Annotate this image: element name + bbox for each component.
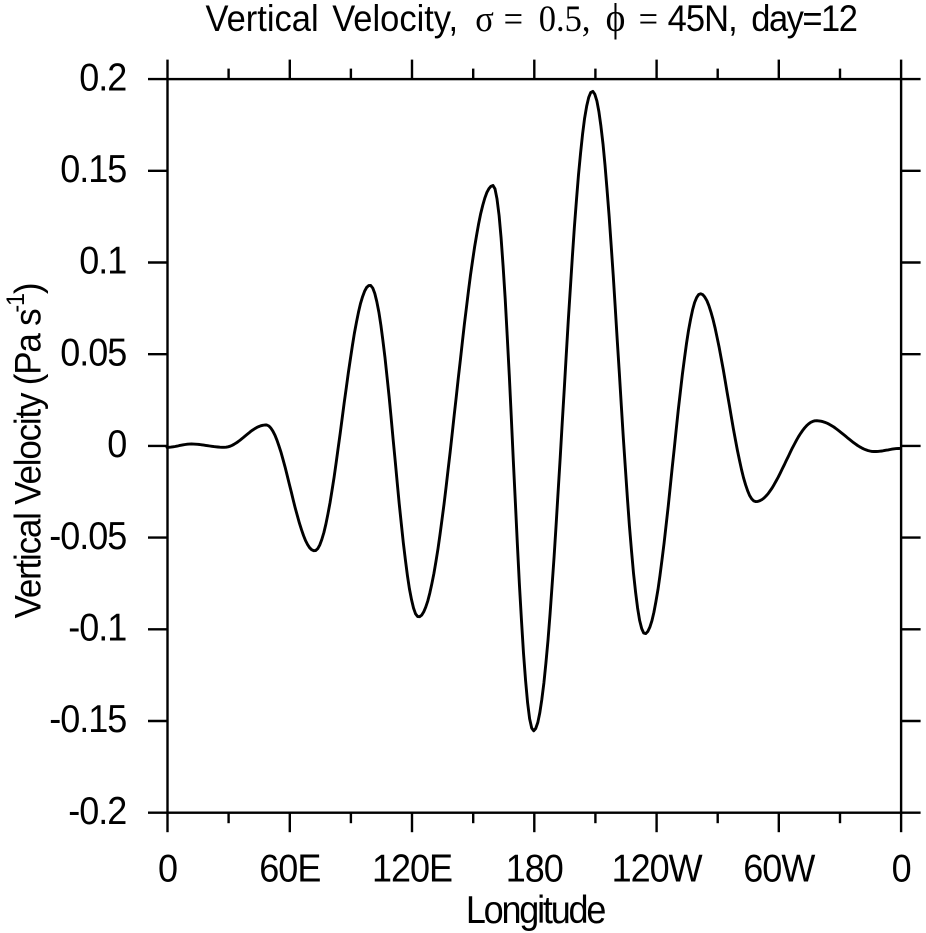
svg-text:Vertical Velocity,: Vertical Velocity, xyxy=(206,0,459,39)
svg-text:120W: 120W xyxy=(612,846,704,889)
svg-text:0: 0 xyxy=(107,422,126,465)
svg-text:Vertical Velocity (Pa s-1): Vertical Velocity (Pa s-1) xyxy=(2,284,49,619)
svg-text:180: 180 xyxy=(506,846,563,889)
svg-text:σ: σ xyxy=(475,0,494,39)
svg-text:60W: 60W xyxy=(743,846,816,889)
svg-text:ϕ: ϕ xyxy=(606,0,626,40)
svg-text:0: 0 xyxy=(892,846,911,889)
svg-text:0: 0 xyxy=(158,846,177,889)
svg-text:-0.15: -0.15 xyxy=(49,697,126,740)
svg-text:120E: 120E xyxy=(372,846,452,889)
svg-text:day=12: day=12 xyxy=(751,0,857,39)
svg-text:60E: 60E xyxy=(259,846,320,889)
svg-text:45N,: 45N, xyxy=(668,0,737,39)
svg-text:-0.05: -0.05 xyxy=(49,514,126,557)
svg-text:0.1: 0.1 xyxy=(79,239,126,282)
svg-text:=: = xyxy=(504,0,523,39)
svg-text:-0.2: -0.2 xyxy=(68,789,126,832)
svg-text:0.2: 0.2 xyxy=(79,55,126,98)
svg-text:=: = xyxy=(639,0,658,39)
svg-text:0.05: 0.05 xyxy=(60,330,126,373)
svg-text:0.5,: 0.5, xyxy=(539,0,591,39)
svg-text:0.15: 0.15 xyxy=(60,147,126,190)
svg-text:Longitude: Longitude xyxy=(466,888,606,931)
svg-text:-0.1: -0.1 xyxy=(68,605,126,648)
